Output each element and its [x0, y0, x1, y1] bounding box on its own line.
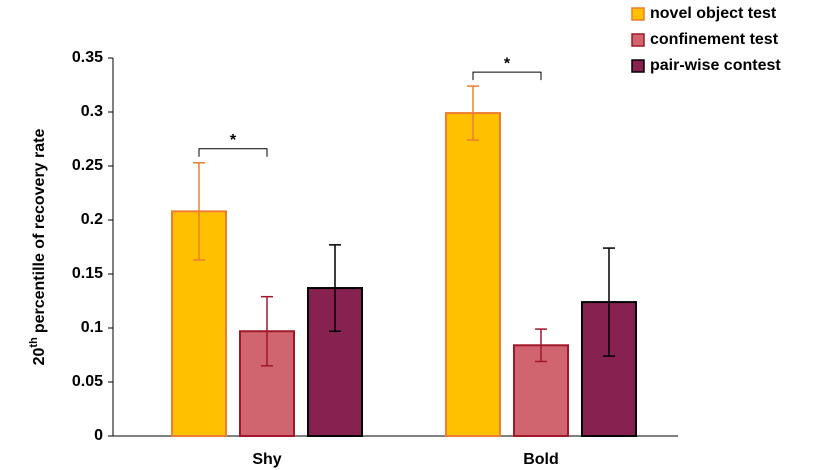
y-tick-label: 0.35 — [72, 49, 103, 66]
error-bar — [193, 162, 205, 261]
x-tick-label: Shy — [252, 451, 281, 468]
significance-bracket — [472, 71, 542, 81]
error-bar — [603, 247, 615, 357]
x-tick-label: Bold — [523, 451, 559, 468]
y-tick-label: 0.15 — [72, 265, 103, 282]
legend-label: confinement test — [650, 31, 779, 48]
legend-swatch — [631, 7, 645, 21]
y-tick-label: 0.05 — [72, 373, 103, 390]
y-tick-label: 0 — [94, 427, 103, 444]
legend-swatch — [631, 33, 645, 47]
y-tick-label: 0.3 — [81, 103, 103, 120]
legend-label: novel object test — [650, 5, 777, 22]
y-label-number: 20 — [31, 347, 48, 365]
y-label-suffix: th — [28, 337, 40, 348]
legend-label: pair-wise contest — [650, 57, 781, 74]
y-tick-label: 0.1 — [81, 319, 103, 336]
significance-label: * — [230, 132, 237, 149]
bar — [239, 330, 295, 437]
y-axis-label: 20th percentille of recovery rate — [28, 129, 48, 366]
error-bar — [535, 328, 547, 363]
y-tick-label: 0.2 — [81, 211, 103, 228]
error-bar — [467, 85, 479, 141]
y-tick-label: 0.25 — [72, 157, 103, 174]
significance-label: * — [504, 55, 511, 72]
bar — [307, 287, 363, 438]
error-bar — [329, 244, 341, 332]
y-label-text: percentille of recovery rate — [31, 129, 48, 334]
error-bar — [261, 295, 273, 367]
bar — [445, 112, 501, 438]
legend-swatch — [631, 59, 645, 73]
significance-bracket — [198, 148, 268, 157]
